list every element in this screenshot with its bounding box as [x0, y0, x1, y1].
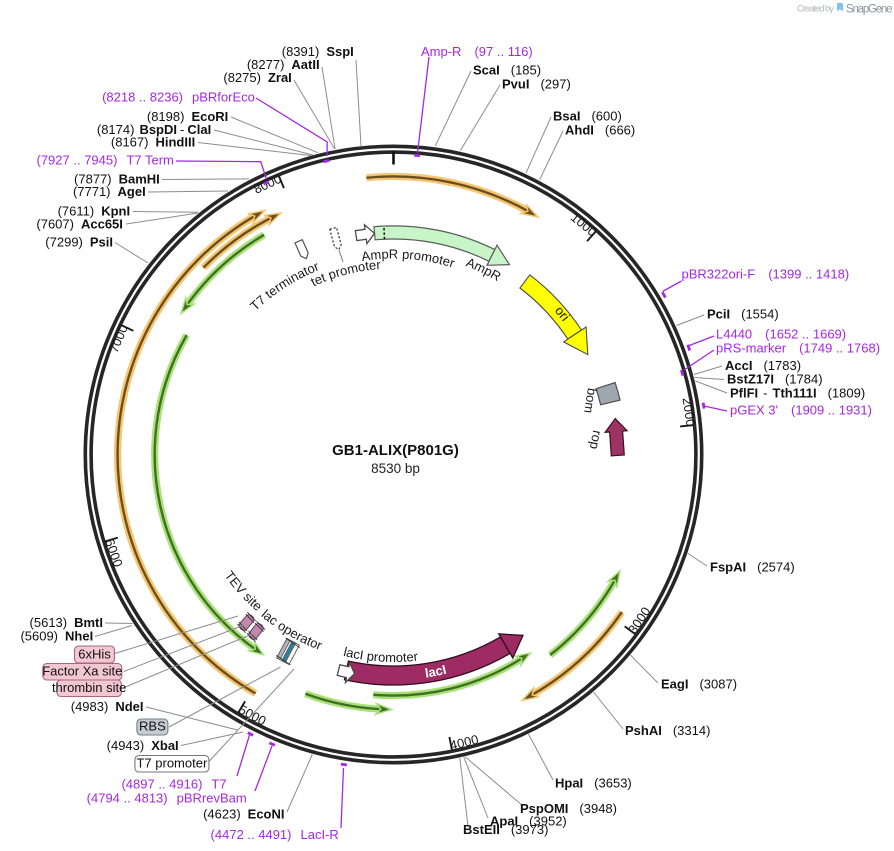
svg-text:(4794 .. 4813)pBRrevBam: (4794 .. 4813) pBRrevBam [87, 791, 247, 806]
svg-text:TEV site: TEV site [222, 568, 265, 614]
svg-text:(4943)XbaI: (4943) XbaI [107, 738, 179, 753]
svg-text:(8174)BspDI-ClaI: (8174) BspDI - ClaI [97, 122, 211, 137]
svg-text:lacI: lacI [424, 662, 448, 681]
svg-text:PflFI-Tth111I(1809): PflFI - Tth111I (1809) [730, 386, 865, 401]
svg-text:(5609)NheI: (5609) NheI [20, 629, 93, 644]
svg-text:8530 bp: 8530 bp [371, 461, 420, 476]
svg-text:(4983)NdeI: (4983) NdeI [71, 699, 144, 714]
svg-text:HpaI(3653): HpaI (3653) [555, 776, 632, 791]
svg-text:(5613)BmtI: (5613) BmtI [30, 615, 103, 630]
svg-text:(8391)SspI: (8391) SspI [282, 44, 354, 59]
svg-text:8000: 8000 [251, 171, 284, 197]
svg-text:(8277)AatII: (8277) AatII [247, 57, 320, 72]
svg-text:PvuI(297): PvuI (297) [502, 77, 571, 92]
svg-text:BsaI(600): BsaI (600) [553, 109, 622, 124]
svg-text:L4440(1652 .. 1669): L4440 (1652 .. 1669) [716, 327, 846, 342]
svg-text:BstZ17I(1784): BstZ17I (1784) [727, 372, 823, 387]
svg-text:(8167)HindIII: (8167) HindIII [111, 135, 195, 150]
svg-text:Created by: Created by [797, 4, 834, 15]
svg-text:RBS: RBS [139, 719, 166, 734]
svg-text:(4472 .. 4491)LacI-R: (4472 .. 4491) LacI-R [211, 827, 339, 842]
svg-text:Amp-R(97 .. 116): Amp-R (97 .. 116) [421, 44, 533, 59]
svg-text:T7 promoter: T7 promoter [136, 756, 207, 771]
svg-text:3000: 3000 [625, 604, 654, 636]
svg-text:PciI(1554): PciI (1554) [707, 307, 779, 322]
svg-text:(8198)EcoRI: (8198) EcoRI [147, 109, 228, 124]
svg-text:(8218 .. 8236)pBRforEco: (8218 .. 8236) pBRforEco [102, 90, 255, 105]
svg-text:pBR322ori-F(1399 .. 1418): pBR322ori-F (1399 .. 1418) [682, 267, 850, 282]
svg-text:ApaI(3952): ApaI (3952) [490, 814, 567, 829]
svg-text:1000: 1000 [568, 209, 600, 239]
svg-text:(4623)EcoNI: (4623) EcoNI [203, 807, 284, 822]
svg-text:AccI(1783): AccI (1783) [725, 358, 801, 373]
svg-text:BstEII(3973): BstEII (3973) [463, 822, 548, 837]
svg-text:(7927 .. 7945)T7 Term: (7927 .. 7945) T7 Term [37, 153, 174, 168]
svg-text:(8275)ZraI: (8275) ZraI [223, 70, 291, 85]
svg-text:7000: 7000 [106, 322, 131, 354]
svg-text:5000: 5000 [236, 702, 269, 729]
svg-text:PspOMI(3948): PspOMI (3948) [520, 801, 617, 816]
svg-text:EagI(3087): EagI (3087) [661, 677, 737, 692]
svg-text:GB1-ALIX(P801G): GB1-ALIX(P801G) [332, 442, 459, 459]
svg-text:(7299)PsiI: (7299) PsiI [45, 235, 113, 250]
svg-text:Factor Xa site: Factor Xa site [42, 664, 122, 679]
svg-text:bom: bom [581, 387, 600, 414]
svg-text:rop: rop [587, 429, 605, 450]
svg-text:T7 terminator: T7 terminator [247, 258, 322, 313]
svg-text:pGEX 3'(1909 .. 1931): pGEX 3' (1909 .. 1931) [730, 403, 872, 418]
svg-text:AhdI(666): AhdI (666) [565, 123, 635, 138]
svg-text:4000: 4000 [448, 732, 480, 753]
svg-text:FspAI(2574): FspAI (2574) [710, 560, 795, 575]
svg-text:PshAI(3314): PshAI (3314) [625, 723, 710, 738]
svg-text:(4897 .. 4916)T7: (4897 .. 4916) T7 [121, 777, 226, 792]
svg-text:2000: 2000 [680, 397, 699, 428]
svg-text:(7877)BamHI: (7877) BamHI [74, 172, 160, 187]
svg-text:(7607)Acc65I: (7607) Acc65I [36, 216, 122, 231]
svg-text:(7771)AgeI: (7771) AgeI [73, 184, 146, 199]
svg-text:SnapGene: SnapGene [846, 4, 893, 16]
svg-text:ScaI(185): ScaI (185) [473, 63, 541, 78]
svg-text:pRS-marker(1749 .. 1768): pRS-marker (1749 .. 1768) [716, 341, 880, 356]
svg-text:thrombin site: thrombin site [52, 680, 126, 695]
svg-text:(7611)KpnI: (7611) KpnI [58, 204, 131, 219]
svg-text:6xHis: 6xHis [78, 647, 111, 662]
